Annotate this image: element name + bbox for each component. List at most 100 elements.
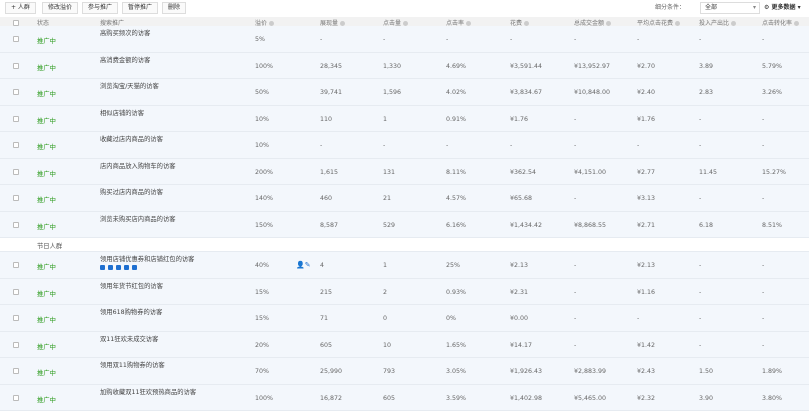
cell-value: - [699, 262, 701, 269]
add-crowd-button[interactable]: + 人群 [5, 2, 36, 14]
cell-value: - [637, 36, 639, 43]
row-checkbox[interactable] [13, 368, 19, 374]
cell-value: - [574, 36, 576, 43]
cell-value: 100% [255, 63, 273, 70]
crowd-name[interactable]: 领用双11购物券的访客 [100, 360, 165, 369]
cell-value: 11.45 [699, 169, 717, 176]
row-checkbox[interactable] [13, 395, 19, 401]
cell-value: 5.79% [762, 63, 782, 70]
status-badge: 推广中 [37, 142, 56, 151]
row-checkbox[interactable] [13, 262, 19, 268]
crowd-name[interactable]: 浏览未购买店内商品的访客 [100, 214, 176, 223]
cell-value: 70% [255, 368, 269, 375]
row-checkbox[interactable] [13, 169, 19, 175]
row-checkbox[interactable] [13, 89, 19, 95]
row-checkbox[interactable] [13, 342, 19, 348]
status-badge: 推广中 [37, 315, 56, 324]
cell-value: ¥1.42 [637, 342, 655, 349]
row-checkbox[interactable] [13, 315, 19, 321]
crowd-name[interactable]: 双11狂欢未成交访客 [100, 334, 158, 343]
join-promotion-button[interactable]: 参与推广 [82, 2, 118, 14]
cell-value: ¥3,591.44 [510, 63, 542, 70]
cell-value: 200% [255, 169, 273, 176]
cell-value: 3.26% [762, 89, 782, 96]
cell-value: 15.27% [762, 169, 786, 176]
cell-value: 15% [255, 315, 269, 322]
delete-button[interactable]: 删除 [162, 2, 186, 14]
edit-bid-icons: 👤✎ [296, 261, 311, 269]
crowd-name[interactable]: 店内商品放入购物车的访客 [100, 161, 176, 170]
crowd-name[interactable]: 领用618购物券的访客 [100, 307, 162, 316]
cell-value: ¥10,848.00 [574, 89, 610, 96]
row-checkbox[interactable] [13, 36, 19, 42]
cell-value: 5% [255, 36, 265, 43]
cell-value: - [637, 315, 639, 322]
document-icon[interactable] [108, 265, 113, 270]
cell-value: - [446, 142, 448, 149]
crowd-name[interactable]: 相似店铺的访客 [100, 108, 144, 117]
crowd-name[interactable]: 高消费金额的访客 [100, 55, 150, 64]
crowd-name[interactable]: 高购买频次的访客 [100, 28, 150, 37]
pause-promotion-button[interactable]: 暂停推广 [122, 2, 158, 14]
status-badge: 推广中 [37, 36, 56, 45]
chart-icon[interactable] [124, 265, 129, 270]
cell-value: - [699, 36, 701, 43]
report-icon[interactable] [132, 265, 137, 270]
cell-value: - [574, 315, 576, 322]
user-icon[interactable]: 👤 [296, 261, 305, 269]
crowd-name[interactable]: 购买过店内商品的访客 [100, 187, 163, 196]
cell-value: ¥8,868.55 [574, 222, 606, 229]
row-checkbox[interactable] [13, 142, 19, 148]
status-badge: 推广中 [37, 89, 56, 98]
cell-value: - [762, 116, 764, 123]
cell-value: ¥362.54 [510, 169, 536, 176]
crowd-name[interactable]: 领用店铺优惠券和店铺红包的访客 [100, 254, 194, 263]
cell-value: ¥4,151.00 [574, 169, 606, 176]
cell-value: ¥2.13 [637, 262, 655, 269]
cell-value: - [762, 142, 764, 149]
cell-value: 10% [255, 116, 269, 123]
crowd-name[interactable]: 收藏过店内商品的访客 [100, 134, 163, 143]
status-badge: 推广中 [37, 289, 56, 298]
more-data-label: 更多数据 [771, 4, 795, 11]
copy-icon[interactable] [116, 265, 121, 270]
row-checkbox[interactable] [13, 289, 19, 295]
cell-value: 0.91% [446, 116, 466, 123]
status-badge: 推广中 [37, 342, 56, 351]
cell-value: ¥1.76 [637, 116, 655, 123]
pencil-icon[interactable]: ✎ [305, 261, 311, 269]
pause-icon[interactable] [100, 265, 105, 270]
cell-value: - [762, 289, 764, 296]
more-data-button[interactable]: ⚙ 更多数据 ▾ [764, 2, 809, 14]
cell-value: 3.89 [699, 63, 713, 70]
cell-value: - [699, 142, 701, 149]
row-checkbox[interactable] [13, 63, 19, 69]
status-badge: 推广中 [37, 222, 56, 231]
cell-value: 8.51% [762, 222, 782, 229]
cell-value: - [574, 195, 576, 202]
cell-value: 2.83 [699, 89, 713, 96]
crowd-name[interactable]: 领用年货节红包的访客 [100, 281, 163, 290]
row-checkbox[interactable] [13, 195, 19, 201]
row-checkbox[interactable] [13, 222, 19, 228]
row-checkbox[interactable] [13, 116, 19, 122]
cell-value: 0.93% [446, 289, 466, 296]
cell-value: 460 [320, 195, 332, 202]
cell-value: 605 [320, 342, 332, 349]
cell-value: 1.50 [699, 368, 713, 375]
crowd-name[interactable]: 加购收藏双11狂欢预热商品的访客 [100, 387, 196, 396]
edit-bid-button[interactable]: 修改溢价 [42, 2, 78, 14]
cell-value: 71 [320, 315, 328, 322]
row-action-icons [100, 265, 137, 270]
status-badge: 推广中 [37, 395, 56, 404]
cell-value: 4.57% [446, 195, 466, 202]
cell-value: ¥2.77 [637, 169, 655, 176]
gear-icon: ⚙ [764, 4, 769, 11]
filter-select[interactable]: 全部▾ [700, 2, 760, 14]
crowd-name[interactable]: 浏览淘宝/天猫的访客 [100, 81, 159, 90]
cell-value: - [320, 36, 322, 43]
